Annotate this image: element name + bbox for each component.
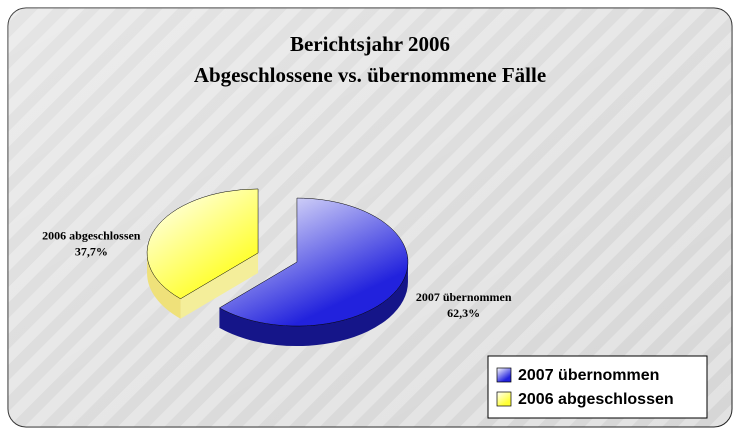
slice — [218, 197, 409, 327]
chart-title: Abgeschlossene vs. übernommene Fälle — [194, 63, 546, 87]
legend-label: 2006 abgeschlossen — [518, 391, 674, 408]
data-label-value: 62,3% — [447, 306, 480, 320]
slice — [146, 188, 259, 300]
legend: 2007 übernommen 2006 abgeschlossen — [487, 355, 708, 419]
data-label-value: 37,7% — [75, 244, 108, 258]
legend-swatch — [496, 367, 512, 383]
legend-box — [487, 355, 708, 419]
legend-swatch — [496, 391, 512, 407]
pie — [146, 188, 409, 347]
slice-side — [219, 262, 408, 347]
slice-side — [147, 252, 181, 319]
legend-label: 2007 übernommen — [518, 367, 659, 384]
chart-title: Berichtsjahr 2006 — [290, 32, 450, 56]
data-label-category: 2007 übernommen — [416, 290, 512, 304]
data-label-category: 2006 abgeschlossen — [42, 228, 141, 242]
slice-cut-face — [180, 252, 259, 319]
